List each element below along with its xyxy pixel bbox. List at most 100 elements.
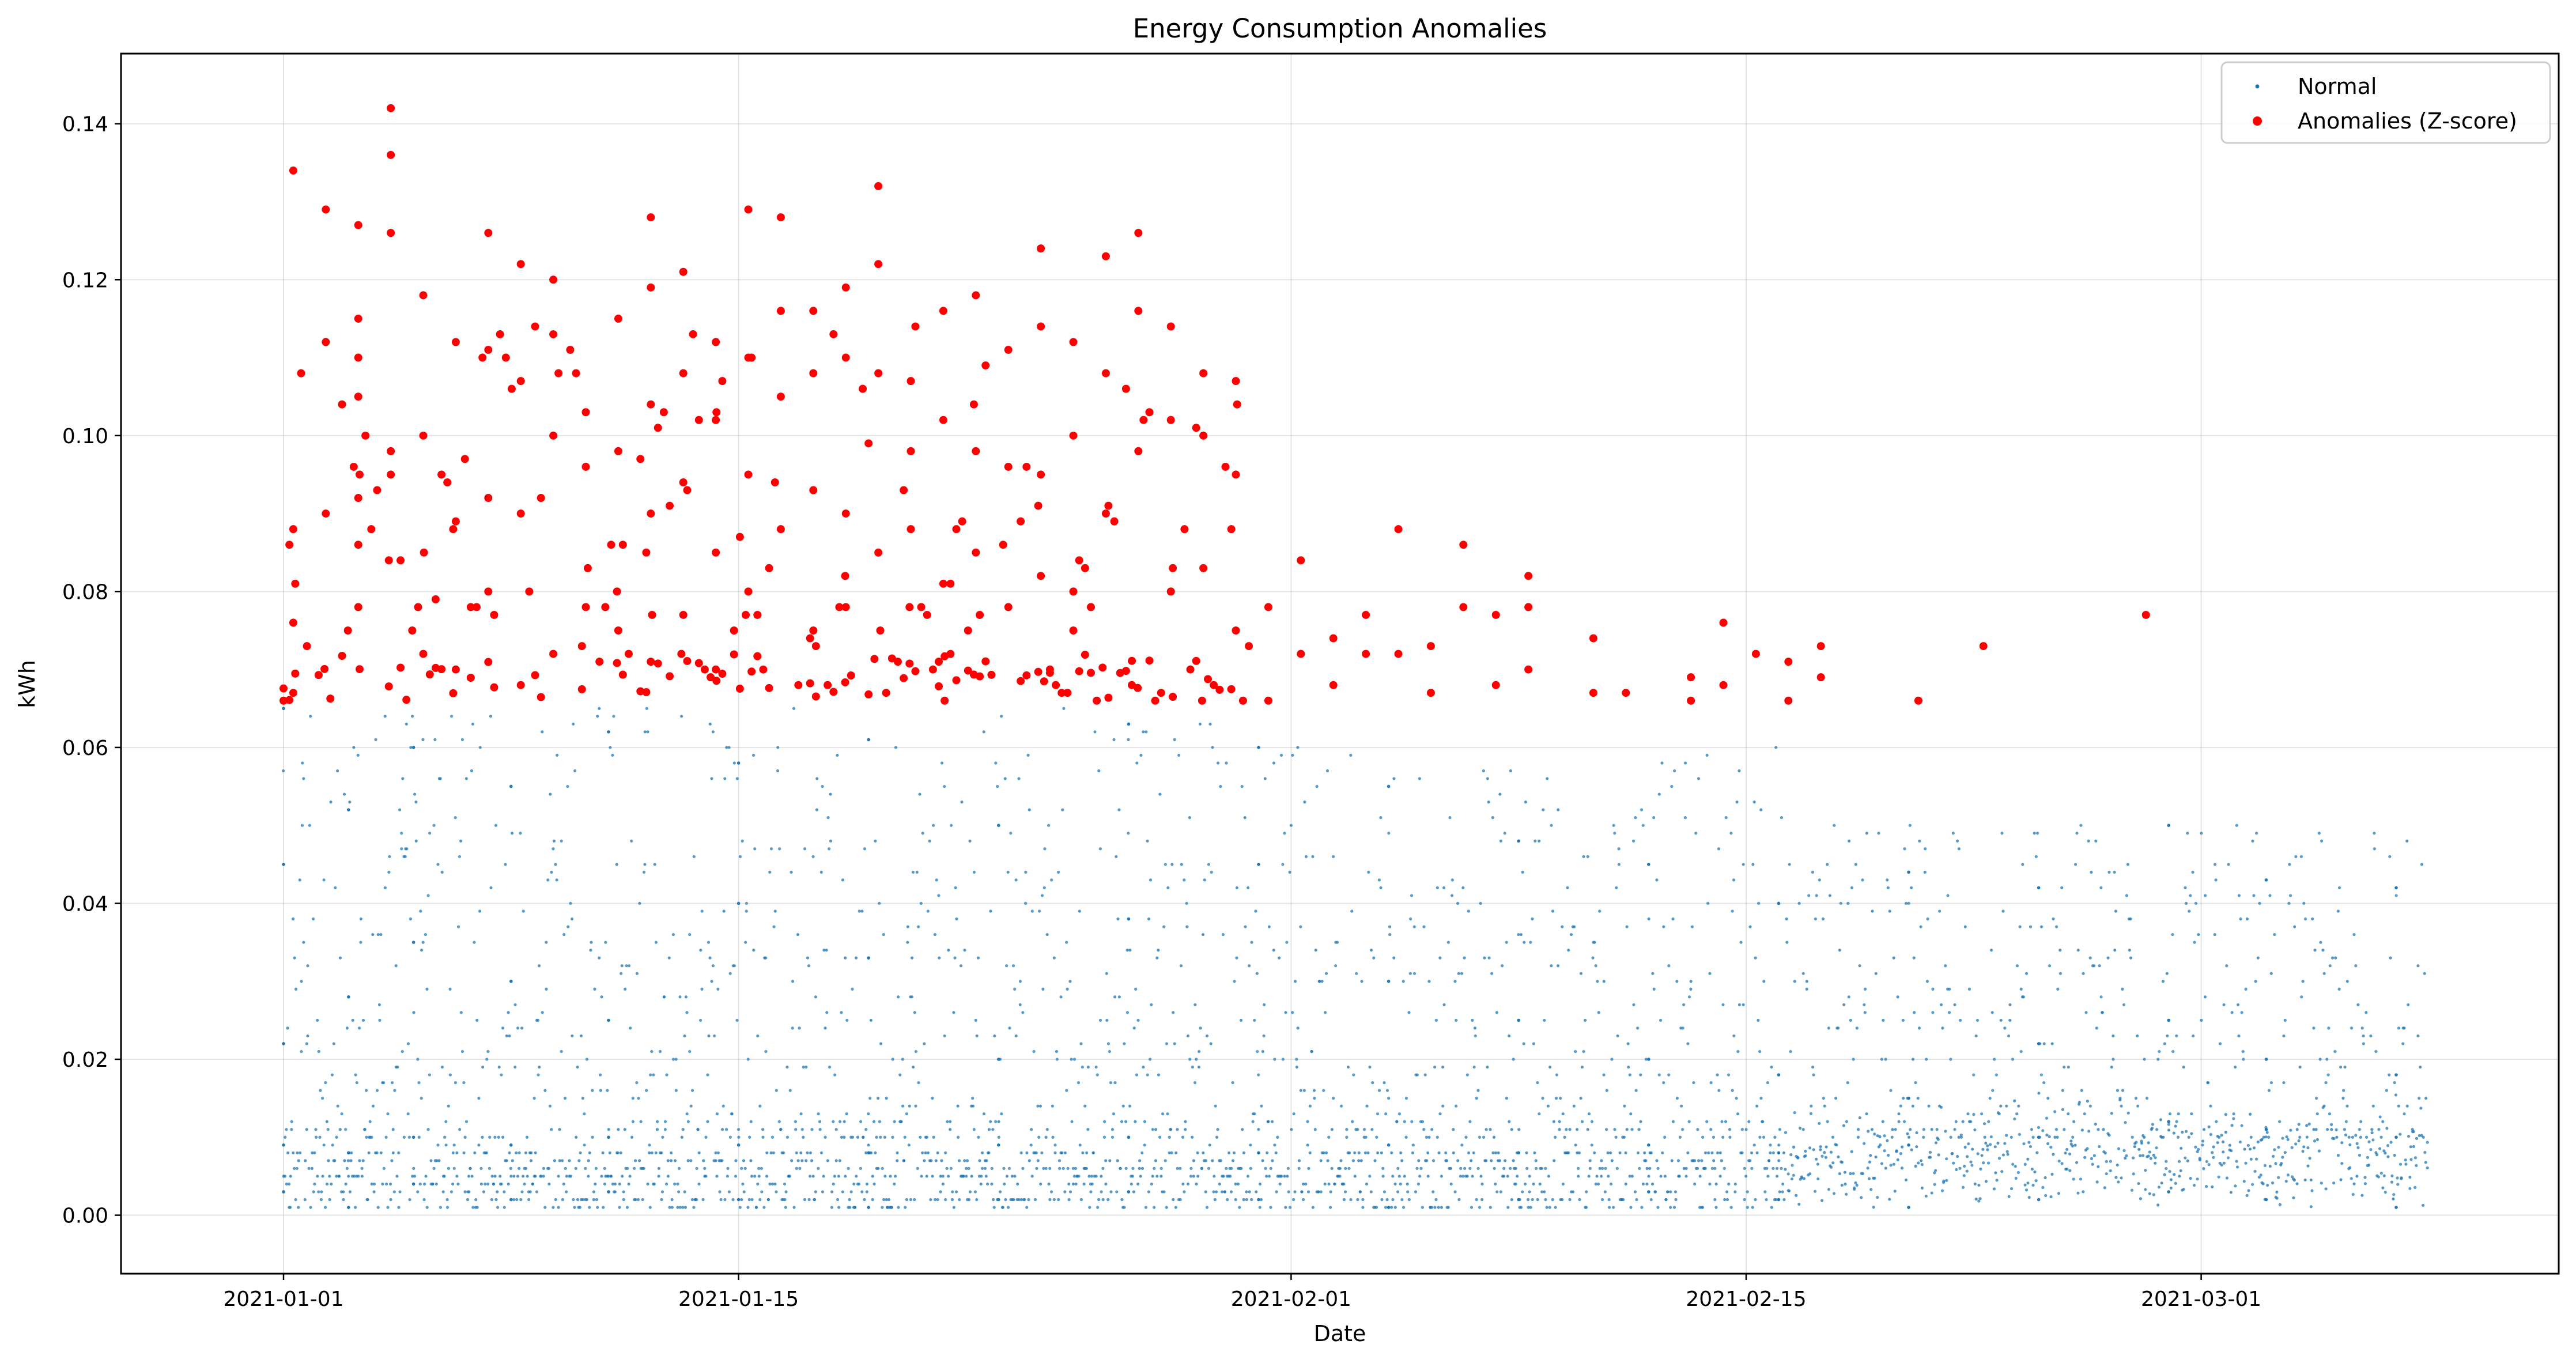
normal-point bbox=[2033, 1170, 2037, 1174]
normal-point bbox=[1448, 816, 1452, 820]
normal-point bbox=[450, 1190, 454, 1194]
normal-point bbox=[1609, 1182, 1613, 1186]
normal-point bbox=[1068, 980, 1072, 983]
normal-point bbox=[1101, 1166, 1105, 1170]
normal-point bbox=[730, 1112, 734, 1116]
normal-point bbox=[1886, 878, 1889, 882]
anomaly-point bbox=[1210, 681, 1218, 689]
normal-point bbox=[1542, 808, 1545, 811]
anomaly-point bbox=[451, 338, 460, 346]
normal-point bbox=[2194, 901, 2198, 905]
normal-point bbox=[2083, 1156, 2087, 1159]
normal-point bbox=[1904, 901, 1908, 905]
normal-point bbox=[2130, 1188, 2134, 1192]
normal-point bbox=[588, 1206, 591, 1209]
normal-point bbox=[2371, 1104, 2375, 1108]
normal-point bbox=[1222, 1175, 1225, 1178]
normal-point bbox=[401, 777, 405, 780]
normal-point bbox=[1503, 1159, 1507, 1162]
anomaly-point bbox=[809, 626, 818, 635]
normal-point bbox=[2075, 1161, 2079, 1164]
normal-point bbox=[1289, 824, 1293, 827]
normal-point bbox=[505, 1159, 508, 1162]
normal-point bbox=[314, 1128, 318, 1131]
normal-point bbox=[1306, 1190, 1310, 1194]
normal-point bbox=[1670, 784, 1674, 788]
normal-point bbox=[770, 1182, 775, 1186]
normal-point bbox=[1041, 987, 1045, 991]
normal-point bbox=[2337, 987, 2341, 991]
normal-point bbox=[1861, 1172, 1864, 1175]
legend-label-normal: Normal bbox=[2298, 74, 2377, 99]
normal-point bbox=[1782, 1198, 1786, 1202]
normal-point bbox=[1941, 1026, 1944, 1030]
normal-point bbox=[811, 1175, 815, 1178]
normal-point bbox=[2317, 832, 2321, 835]
normal-point bbox=[919, 1135, 922, 1139]
normal-point bbox=[542, 1166, 546, 1170]
normal-point bbox=[2063, 1065, 2066, 1069]
normal-point bbox=[1853, 1187, 1856, 1191]
normal-point bbox=[1201, 932, 1205, 937]
normal-point bbox=[520, 1026, 524, 1030]
normal-point bbox=[2339, 1065, 2343, 1069]
normal-point bbox=[1288, 870, 1291, 874]
normal-point bbox=[290, 1120, 293, 1123]
normal-point bbox=[2314, 1128, 2318, 1131]
normal-point bbox=[1982, 1122, 1986, 1126]
normal-point bbox=[413, 792, 417, 796]
normal-point bbox=[1379, 816, 1383, 820]
normal-point bbox=[2092, 1154, 2096, 1157]
normal-point bbox=[2088, 956, 2092, 960]
normal-point bbox=[1843, 1171, 1847, 1174]
normal-point bbox=[1855, 1026, 1859, 1030]
normal-point bbox=[803, 847, 807, 851]
normal-point bbox=[698, 1018, 702, 1022]
normal-point bbox=[1789, 1153, 1793, 1157]
normal-point bbox=[371, 1104, 375, 1108]
normal-point bbox=[359, 941, 362, 944]
normal-point bbox=[685, 1112, 689, 1116]
normal-point bbox=[899, 1120, 902, 1123]
normal-point bbox=[985, 1182, 989, 1186]
normal-point bbox=[2252, 894, 2256, 897]
anomaly-point bbox=[776, 392, 785, 401]
normal-point bbox=[1778, 1190, 1781, 1194]
anomaly-point bbox=[1169, 693, 1177, 701]
normal-point bbox=[745, 901, 749, 905]
normal-point bbox=[1208, 1143, 1211, 1147]
normal-point bbox=[2256, 956, 2260, 960]
normal-point bbox=[2213, 932, 2216, 937]
normal-point bbox=[473, 1151, 477, 1154]
normal-point bbox=[2258, 901, 2261, 905]
normal-point bbox=[1516, 1175, 1519, 1178]
normal-point bbox=[796, 932, 800, 937]
normal-point bbox=[904, 1206, 907, 1209]
normal-point bbox=[286, 1151, 290, 1154]
normal-point bbox=[1476, 1089, 1480, 1092]
normal-point bbox=[2267, 1135, 2271, 1139]
normal-point bbox=[1577, 1166, 1580, 1170]
normal-point bbox=[1884, 1166, 1887, 1170]
normal-point bbox=[931, 1175, 934, 1178]
normal-point bbox=[661, 1135, 664, 1139]
normal-point bbox=[1655, 878, 1659, 882]
normal-point bbox=[1025, 1151, 1029, 1154]
normal-point bbox=[1002, 1166, 1006, 1170]
normal-point bbox=[448, 1073, 452, 1077]
normal-point bbox=[692, 1206, 696, 1209]
normal-point bbox=[756, 1182, 760, 1186]
normal-point bbox=[1618, 1151, 1622, 1154]
normal-point bbox=[1534, 1159, 1538, 1162]
normal-point bbox=[2094, 1122, 2097, 1126]
normal-point bbox=[1805, 987, 1808, 991]
normal-point bbox=[292, 1151, 295, 1154]
normal-point bbox=[2088, 1104, 2092, 1108]
normal-point bbox=[1306, 1120, 1309, 1123]
anomaly-point bbox=[1086, 669, 1095, 677]
normal-point bbox=[1470, 1159, 1473, 1162]
normal-point bbox=[2390, 1180, 2394, 1184]
normal-point bbox=[396, 1065, 399, 1069]
normal-point bbox=[2201, 1139, 2205, 1143]
anomaly-point bbox=[601, 603, 610, 611]
